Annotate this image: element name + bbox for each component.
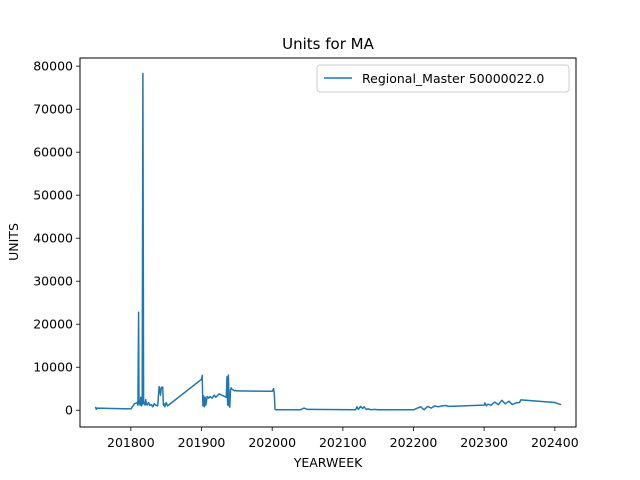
y-tick-label: 30000 [33, 274, 73, 289]
x-tick-label: 201800 [107, 435, 155, 450]
x-axis: 201800 201900 202000 202100 202200 202300 2024… [107, 427, 579, 450]
y-tick-label: 0 [65, 403, 73, 418]
y-axis: 0 10000 20000 30000 40000 50000 60000 70000 8000… [33, 59, 80, 418]
y-tick-label: 10000 [33, 360, 73, 375]
plot-frame [79, 57, 577, 428]
plot-area [80, 58, 576, 427]
y-axis-label: UNITS [6, 223, 21, 261]
x-tick-label: 202200 [390, 435, 438, 450]
y-tick-label: 50000 [33, 188, 73, 203]
x-tick-label: 202100 [319, 435, 367, 450]
x-tick-label: 202000 [248, 435, 296, 450]
x-axis-label: YEARWEEK [293, 455, 363, 470]
legend: Regional_Master 50000022.0 [316, 64, 570, 93]
legend-box [316, 64, 570, 93]
y-tick-label: 60000 [33, 145, 73, 160]
y-tick-label: 20000 [33, 317, 73, 332]
legend-label: Regional_Master 50000022.0 [362, 71, 544, 86]
y-tick-label: 80000 [33, 59, 73, 74]
chart-title: Units for MA [282, 35, 374, 53]
x-tick-label: 201900 [178, 435, 226, 450]
x-tick-label: 202300 [460, 435, 508, 450]
x-tick-label: 202400 [531, 435, 579, 450]
series-line-regional-master [94, 72, 562, 411]
y-tick-label: 40000 [33, 231, 73, 246]
y-tick-label: 70000 [33, 102, 73, 117]
